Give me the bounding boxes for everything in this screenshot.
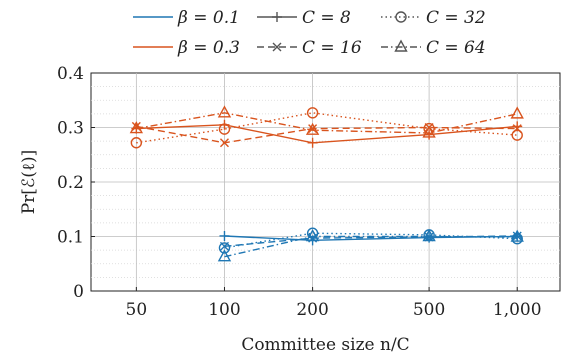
legend-marker-circle bbox=[395, 11, 407, 23]
x-tick-label: 50 bbox=[126, 300, 148, 320]
data-point-circle bbox=[218, 242, 231, 254]
x-tick-label: 100 bbox=[208, 300, 240, 320]
series-beta-0.1-c-32 bbox=[218, 227, 523, 254]
data-point-plus bbox=[219, 230, 230, 241]
series-line bbox=[136, 112, 518, 134]
legend-marker-x bbox=[272, 42, 282, 52]
data-point-triangle bbox=[129, 121, 144, 134]
x-tick-label: 1,000 bbox=[493, 300, 542, 320]
x-tick-label: 500 bbox=[413, 300, 445, 320]
data-point-triangle bbox=[510, 106, 524, 119]
y-tick-label: 0.2 bbox=[57, 173, 84, 193]
plot-area bbox=[90, 72, 561, 292]
legend-item: C = 64 bbox=[381, 38, 486, 58]
data-point-circle bbox=[306, 107, 319, 119]
grid bbox=[91, 73, 560, 291]
data-point-circle bbox=[511, 129, 523, 141]
legend-marker-triangle bbox=[394, 39, 408, 52]
data-point-x bbox=[131, 121, 141, 131]
x-axis-label: Committee size n/C bbox=[241, 335, 409, 355]
data-point-circle bbox=[306, 227, 319, 239]
legend-label: C = 64 bbox=[426, 38, 486, 58]
series-line bbox=[224, 235, 518, 247]
legend-marker-plus bbox=[272, 12, 282, 22]
x-axis: 50 100 200 500 1,000 bbox=[126, 287, 542, 320]
y-tick-label: 0.1 bbox=[57, 228, 84, 248]
legend-label: C = 32 bbox=[426, 8, 486, 28]
data-point-triangle bbox=[422, 125, 436, 138]
data-point-circle bbox=[130, 137, 143, 149]
legend-label: C = 16 bbox=[302, 38, 362, 58]
series-line bbox=[224, 232, 518, 249]
data-point-plus bbox=[424, 129, 435, 140]
data-point-plus bbox=[307, 137, 318, 148]
series-layer bbox=[129, 105, 524, 262]
legend-item: C = 16 bbox=[257, 38, 362, 58]
data-point-triangle bbox=[305, 229, 320, 242]
legend-label: C = 8 bbox=[302, 8, 351, 28]
legend-label: β = 0.3 bbox=[177, 38, 240, 58]
data-point-x bbox=[219, 138, 229, 148]
y-tick-label: 0 bbox=[73, 282, 84, 302]
series-line bbox=[136, 112, 518, 144]
legend-label: β = 0.1 bbox=[177, 8, 240, 28]
data-point-circle bbox=[511, 232, 523, 245]
data-point-circle bbox=[218, 123, 231, 135]
y-tick-label: 0.3 bbox=[57, 119, 84, 139]
y-axis-label: Pr[ℰ(ℓ)] bbox=[19, 150, 39, 215]
legend-item: C = 8 bbox=[257, 8, 351, 28]
series-line bbox=[136, 125, 518, 144]
x-tick-label: 200 bbox=[296, 300, 328, 320]
data-point-x bbox=[308, 124, 318, 134]
data-point-triangle bbox=[217, 249, 232, 262]
data-point-triangle bbox=[217, 105, 232, 118]
legend-item: β = 0.1 bbox=[133, 8, 240, 28]
series-line bbox=[224, 235, 518, 258]
data-point-triangle bbox=[305, 122, 320, 135]
legend: β = 0.1 C = 8 C = 32 β = 0.3 C = 16 C = 64 bbox=[133, 8, 486, 58]
legend-item: C = 32 bbox=[381, 8, 486, 28]
y-tick-label: 0.4 bbox=[57, 64, 84, 84]
data-point-x bbox=[512, 231, 522, 241]
data-point-triangle bbox=[510, 229, 524, 242]
legend-item: β = 0.3 bbox=[133, 38, 240, 58]
y-axis: 0 0.1 0.2 0.3 0.4 bbox=[57, 64, 95, 302]
series-beta-0.3-c-64 bbox=[129, 105, 524, 138]
data-point-triangle bbox=[422, 229, 436, 242]
series-beta-0.3-c-32 bbox=[130, 107, 523, 149]
series-beta-0.1-c-64 bbox=[217, 229, 524, 262]
